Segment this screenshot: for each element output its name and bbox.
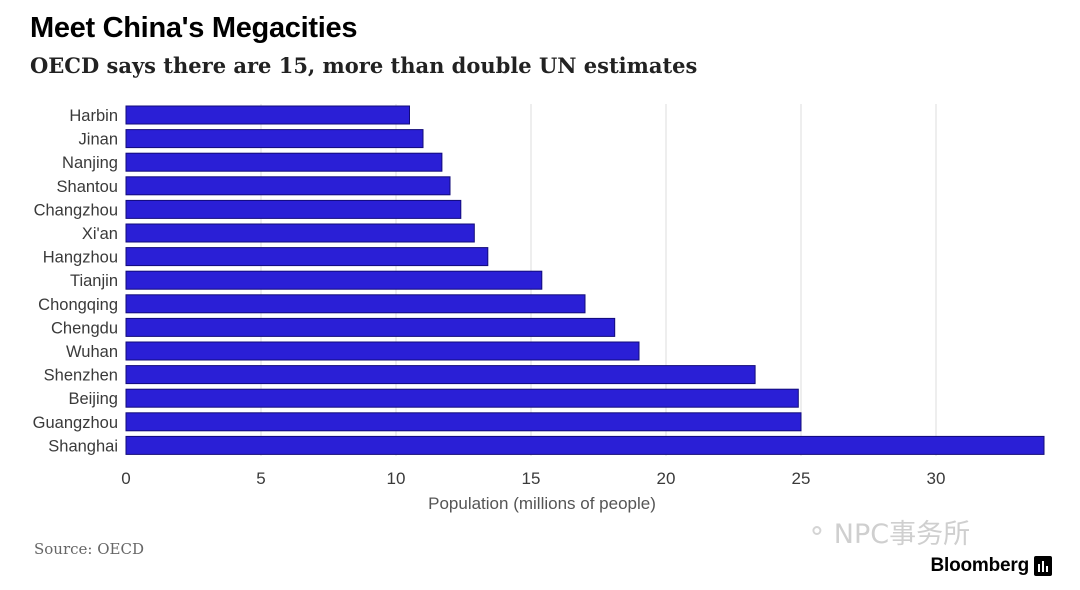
category-label: Harbin: [69, 107, 118, 125]
x-tick-label: 25: [792, 469, 811, 488]
bar: [125, 247, 489, 267]
x-tick-label: 20: [657, 469, 676, 488]
category-label: Jinan: [79, 131, 118, 149]
bar: [125, 435, 1045, 455]
bar: [125, 105, 410, 125]
bar: [125, 152, 443, 172]
brand-name: Bloomberg: [930, 555, 1030, 576]
x-tick-label: 5: [256, 469, 265, 488]
bar: [125, 294, 586, 314]
category-label: Guangzhou: [33, 414, 118, 432]
category-label: Tianjin: [70, 272, 118, 290]
category-label: Chongqing: [38, 296, 118, 314]
brand-logo: Bloomberg: [931, 555, 1052, 577]
x-axis-title: Population (millions of people): [428, 494, 656, 513]
x-axis-ticks: 0 5 10 15 20 25 30: [121, 469, 945, 488]
bloomberg-bars-icon: [1034, 556, 1052, 576]
category-label: Chengdu: [51, 319, 118, 337]
category-label: Xi'an: [82, 225, 118, 243]
x-tick-label: 0: [121, 469, 130, 488]
x-tick-label: 30: [927, 469, 946, 488]
bar: [125, 365, 756, 385]
category-label: Beijing: [68, 390, 118, 408]
bar: [125, 176, 451, 196]
watermark-text: NPC事务所: [833, 519, 971, 550]
category-label: Wuhan: [66, 343, 118, 361]
category-label: Hangzhou: [43, 249, 118, 267]
bar: [125, 341, 640, 361]
category-label: Shanghai: [48, 437, 118, 455]
wechat-icon: ⚬: [806, 516, 828, 547]
x-tick-label: 15: [522, 469, 541, 488]
category-label: Changzhou: [34, 201, 118, 219]
source-note: Source: OECD: [34, 540, 144, 558]
chart-subtitle: OECD says there are 15, more than double…: [30, 53, 698, 78]
chart-title: Meet China's Megacities: [30, 12, 358, 44]
watermark: ⚬ NPC事务所: [806, 512, 970, 551]
category-label: Shantou: [57, 178, 118, 196]
bar: [125, 270, 543, 290]
bar: [125, 412, 802, 432]
bar: [125, 317, 616, 337]
category-labels: Harbin Jinan Nanjing Shantou Changzhou Xi'an H…: [33, 107, 118, 455]
bar: [125, 199, 462, 219]
bars: [125, 105, 1045, 455]
bar: [125, 388, 799, 408]
bar-chart: Harbin Jinan Nanjing Shantou Changzhou Xi'an H…: [33, 104, 1045, 513]
category-label: Nanjing: [62, 154, 118, 172]
bar: [125, 129, 424, 149]
bar: [125, 223, 475, 243]
x-tick-label: 10: [387, 469, 406, 488]
category-label: Shenzhen: [44, 367, 118, 385]
